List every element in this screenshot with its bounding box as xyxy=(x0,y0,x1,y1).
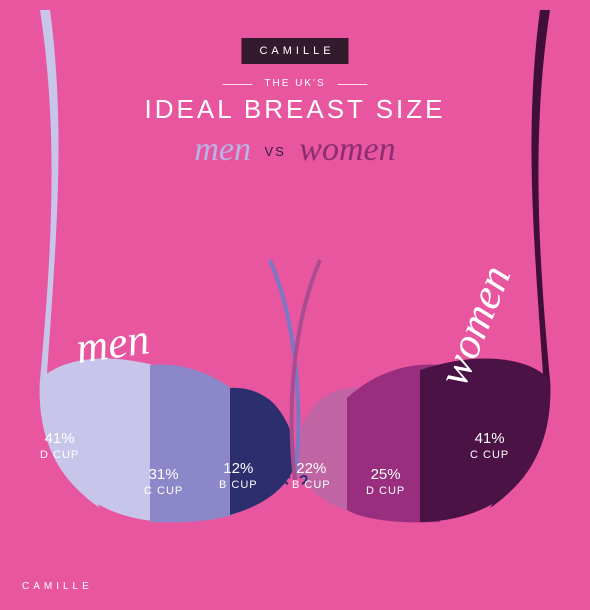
overline-text: THE UK'S xyxy=(252,78,337,89)
subtitle: men VS women xyxy=(194,130,395,169)
left-seg-c xyxy=(150,364,243,522)
brand-badge: CAMILLE xyxy=(241,38,348,64)
seg-label-left-0: 41% D CUP xyxy=(40,430,79,463)
pct: 41% xyxy=(470,430,509,449)
seg-label-left-2: 12% B CUP xyxy=(219,460,258,493)
seg-label-right-0: 22% B CUP xyxy=(292,460,331,493)
pct: 12% xyxy=(219,460,258,479)
label-men: men xyxy=(73,313,153,374)
pct: 25% xyxy=(366,466,405,485)
subtitle-vs: VS xyxy=(264,144,285,159)
pct: 31% xyxy=(144,466,183,485)
seg-label-right-1: 25% D CUP xyxy=(366,466,405,499)
cup: C CUP xyxy=(144,485,183,499)
pct: 41% xyxy=(40,430,79,449)
cup: D CUP xyxy=(366,485,405,499)
seg-label-right-2: 41% C CUP xyxy=(470,430,509,463)
cup: D CUP xyxy=(40,449,79,463)
cup: B CUP xyxy=(292,479,331,493)
seg-label-left-1: 31% C CUP xyxy=(144,466,183,499)
subtitle-women: women xyxy=(299,131,395,168)
cup: B CUP xyxy=(219,479,258,493)
subtitle-men: men xyxy=(194,131,251,168)
pct: 22% xyxy=(292,460,331,479)
main-title: IDEAL BREAST SIZE xyxy=(145,94,446,125)
infographic-canvas: CAMILLE THE UK'S IDEAL BREAST SIZE men V… xyxy=(0,0,590,610)
footer-brand: CAMILLE xyxy=(22,581,93,592)
cup: C CUP xyxy=(470,449,509,463)
